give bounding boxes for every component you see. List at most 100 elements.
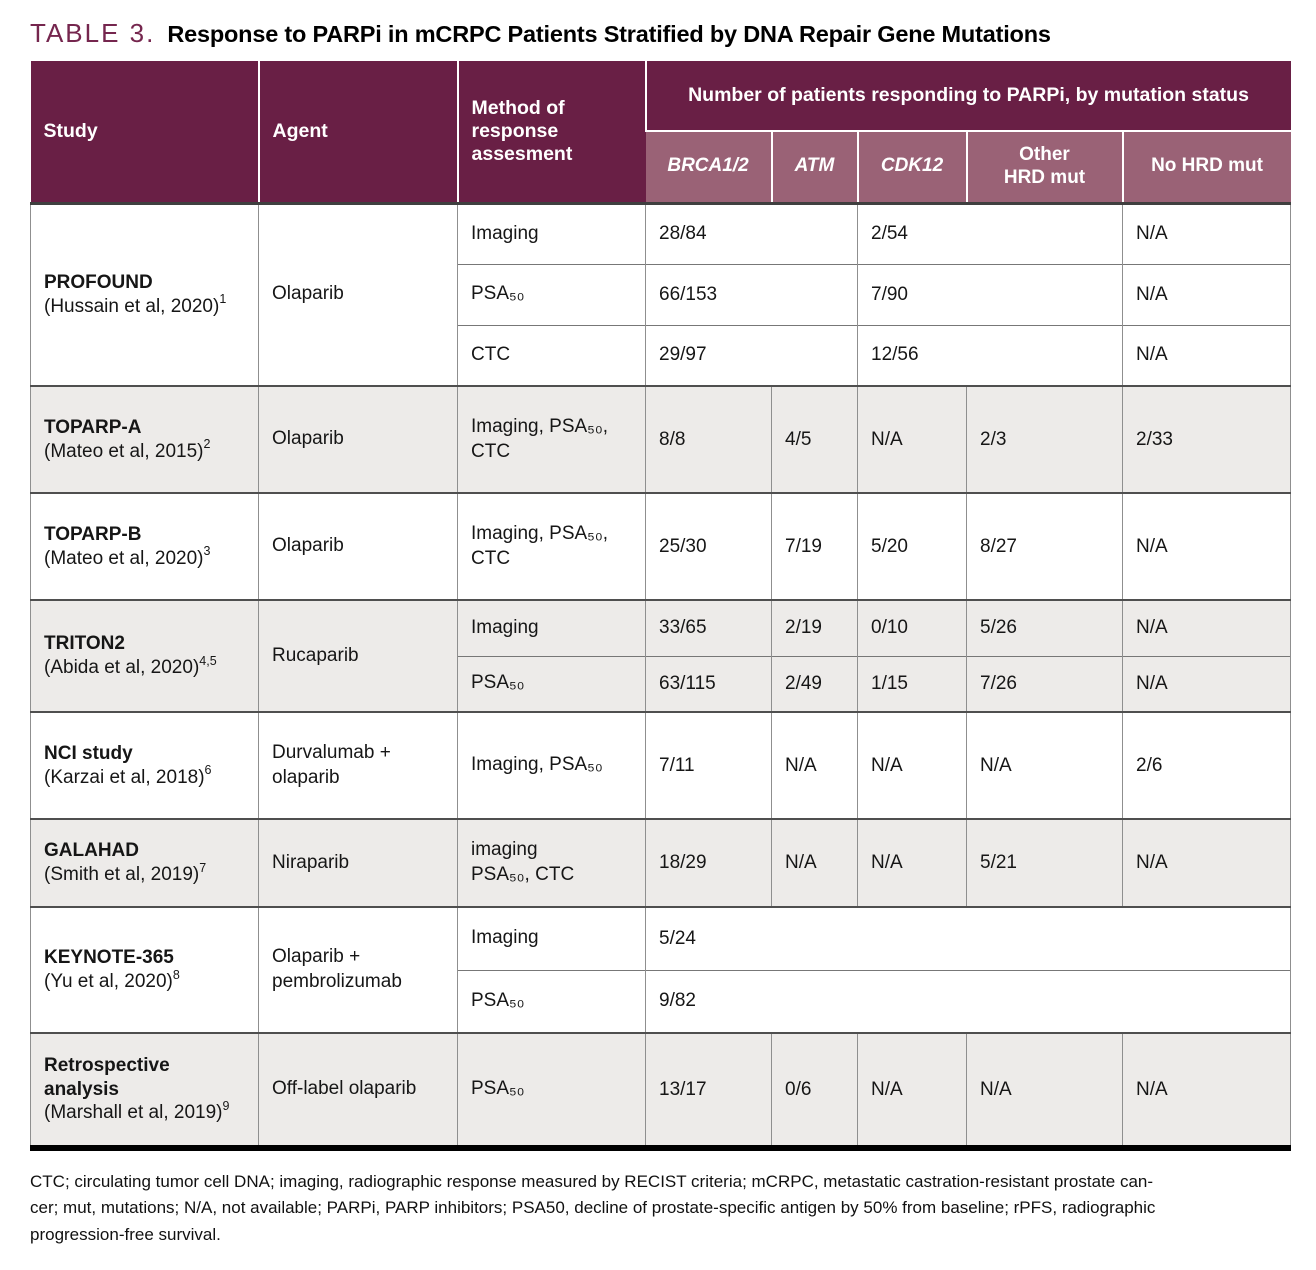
- value-cell-other-hrd: 5/21: [966, 818, 1123, 907]
- table-body: PROFOUND (Hussain et al, 2020)1 Olaparib…: [30, 201, 1292, 1148]
- value-cell-atm: 2/49: [771, 655, 858, 712]
- study-cell: NCI study (Karzai et al, 2018)6: [30, 711, 259, 819]
- agent-cell: Olaparib: [258, 201, 458, 386]
- reference-superscript: 7: [199, 860, 207, 875]
- value-cell-brca: 13/17: [645, 1032, 772, 1148]
- method-column-header: Method of response assesment: [456, 61, 646, 203]
- table-row-nci-study: NCI study (Karzai et al, 2018)6 Durvalum…: [30, 711, 1292, 819]
- agent-cell: Olaparib: [258, 385, 458, 493]
- value-cell-brca: 63/115: [645, 655, 772, 712]
- value-cell-cdk12-other: 2/54: [857, 201, 1123, 264]
- agent-column-header: Agent: [257, 61, 458, 203]
- table-row-profound-psa50: PSA₅₀ 66/153 7/90 N/A: [31, 263, 1292, 325]
- value-cell-cdk12: 0/10: [857, 599, 967, 656]
- method-cell: PSA₅₀: [457, 655, 646, 712]
- value-cell-no-hrd: N/A: [1121, 324, 1292, 386]
- agent-cell: Rucaparib: [258, 599, 458, 712]
- reference-superscript: 2: [203, 437, 211, 452]
- value-cell-cdk12: 5/20: [857, 492, 967, 600]
- value-cell-no-hrd: N/A: [1121, 818, 1292, 907]
- reference-superscript: 8: [172, 967, 180, 982]
- method-cell: CTC: [457, 324, 646, 386]
- table-row-triton2-imaging: TRITON2 (Abida et al, 2020)4,5 Rucaparib…: [30, 599, 1292, 712]
- study-citation: (Marshall et al, 2019)9: [44, 1099, 230, 1124]
- method-cell: Imaging, PSA₅₀, CTC: [457, 492, 646, 600]
- reference-superscript: 3: [203, 544, 211, 559]
- value-cell-all-mutations: 5/24: [644, 906, 1292, 970]
- method-cell: Imaging, PSA₅₀, CTC: [457, 385, 646, 493]
- method-cell: PSA₅₀: [457, 969, 646, 1033]
- study-citation: (Hussain et al, 2020)1: [44, 292, 227, 317]
- agent-cell: Olaparib: [258, 492, 458, 600]
- study-citation: (Yu et al, 2020)8: [44, 967, 180, 992]
- study-name: TOPARP-A: [44, 416, 142, 438]
- study-citation: (Smith et al, 2019)7: [44, 860, 207, 885]
- study-column-header: Study: [30, 61, 259, 203]
- study-name: TRITON2: [44, 633, 125, 655]
- method-cell: Imaging, PSA₅₀: [457, 711, 646, 819]
- parpi-response-table: Study Agent Method of response assesment…: [30, 61, 1292, 1151]
- table-row-profound-ctc: CTC 29/97 12/56 N/A: [31, 324, 1292, 386]
- study-name: NCI study: [44, 742, 133, 764]
- study-cell: KEYNOTE-365 (Yu et al, 2020)8: [30, 906, 259, 1033]
- table-title: Response to PARPi in mCRPC Patients Stra…: [167, 21, 1051, 47]
- value-cell-no-hrd: N/A: [1121, 263, 1292, 325]
- value-cell-other-hrd: 8/27: [966, 492, 1123, 600]
- value-cell-other-hrd: 7/26: [966, 655, 1123, 712]
- value-cell-no-hrd: 2/6: [1121, 711, 1292, 819]
- study-name: GALAHAD: [44, 840, 139, 862]
- value-cell-atm: N/A: [771, 711, 858, 819]
- table-row-keynote365-imaging: KEYNOTE-365 (Yu et al, 2020)8 Olaparib +…: [30, 906, 1292, 1033]
- reference-superscript: 9: [222, 1099, 230, 1114]
- table-row-retrospective-analysis: Retrospective analysis (Marshall et al, …: [30, 1032, 1292, 1148]
- table-row-galahad: GALAHAD (Smith et al, 2019)7 Niraparib i…: [30, 818, 1292, 907]
- value-cell-no-hrd: N/A: [1121, 492, 1292, 600]
- table-number-tag: TABLE 3.: [30, 18, 156, 48]
- mutation-status-span-header: Number of patients responding to PARPi, …: [644, 61, 1291, 131]
- study-citation: (Mateo et al, 2015)2: [44, 437, 211, 462]
- value-cell-no-hrd: N/A: [1121, 599, 1292, 656]
- value-cell-all-mutations: 9/82: [644, 969, 1292, 1033]
- subcol-header-cdk12: CDK12: [856, 130, 967, 203]
- value-cell-brca-atm: 66/153: [645, 263, 858, 325]
- value-cell-no-hrd: N/A: [1121, 655, 1292, 712]
- value-cell-brca: 33/65: [645, 599, 772, 656]
- value-cell-other-hrd: 5/26: [966, 599, 1123, 656]
- value-cell-brca: 18/29: [645, 818, 772, 907]
- agent-cell: Off-label olaparib: [258, 1032, 458, 1148]
- method-cell: imaging PSA₅₀, CTC: [457, 818, 646, 907]
- value-cell-no-hrd: N/A: [1121, 1032, 1292, 1148]
- value-cell-other-hrd: N/A: [966, 1032, 1123, 1148]
- value-cell-atm: 7/19: [771, 492, 858, 600]
- study-cell: TRITON2 (Abida et al, 2020)4,5: [30, 599, 259, 712]
- value-cell-brca: 7/11: [645, 711, 772, 819]
- agent-cell: Durvalumab + olaparib: [258, 711, 458, 819]
- value-cell-other-hrd: N/A: [966, 711, 1123, 819]
- study-cell: TOPARP-B (Mateo et al, 2020)3: [30, 492, 259, 600]
- subcol-header-no-hrd: No HRD mut: [1121, 130, 1291, 203]
- value-cell-cdk12: N/A: [857, 711, 967, 819]
- study-cell: PROFOUND (Hussain et al, 2020)1: [30, 201, 259, 386]
- subcol-header-atm: ATM: [770, 130, 858, 203]
- reference-superscript: 4,5: [199, 653, 217, 668]
- subcol-header-other-hrd: Other HRD mut: [965, 130, 1123, 203]
- value-cell-cdk12-other: 12/56: [857, 324, 1123, 386]
- reference-superscript: 6: [204, 763, 212, 778]
- value-cell-no-hrd: N/A: [1121, 201, 1292, 264]
- table-footnote: CTC; circulating tumor cell DNA; imaging…: [30, 1172, 1156, 1244]
- value-cell-atm: 0/6: [771, 1032, 858, 1148]
- table-header: Study Agent Method of response assesment…: [30, 61, 1291, 203]
- value-cell-cdk12: N/A: [857, 818, 967, 907]
- method-cell: Imaging: [457, 201, 646, 264]
- table-row-toparp-b: TOPARP-B (Mateo et al, 2020)3 Olaparib I…: [30, 492, 1292, 600]
- value-cell-brca: 25/30: [645, 492, 772, 600]
- method-cell: PSA₅₀: [457, 263, 646, 325]
- study-name: KEYNOTE-365: [44, 947, 174, 969]
- study-cell: Retrospective analysis (Marshall et al, …: [30, 1032, 259, 1148]
- reference-superscript: 1: [219, 292, 227, 307]
- study-cell: TOPARP-A (Mateo et al, 2015)2: [30, 385, 259, 493]
- value-cell-no-hrd: 2/33: [1121, 385, 1292, 493]
- study-citation: (Karzai et al, 2018)6: [44, 763, 212, 788]
- agent-cell: Niraparib: [258, 818, 458, 907]
